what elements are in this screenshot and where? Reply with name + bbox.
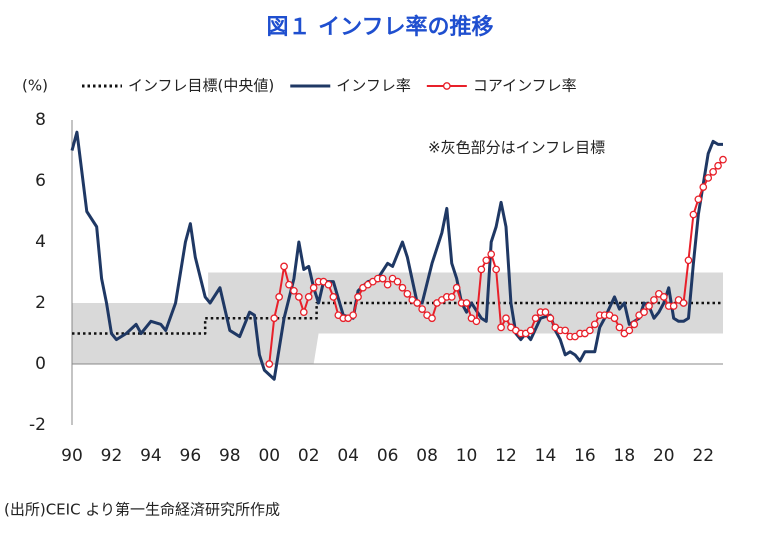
y-tick-label: -2 — [29, 415, 46, 435]
data-point — [290, 286, 298, 295]
data-point — [561, 326, 570, 335]
data-point — [492, 265, 500, 274]
source-note: (出所)CEIC より第一生命経済研究所作成 — [4, 501, 280, 519]
data-point — [403, 289, 412, 298]
data-point — [585, 326, 594, 335]
target-band — [72, 272, 723, 364]
data-point — [299, 308, 308, 316]
data-point — [590, 320, 599, 329]
chart-title: 図１ インフレ率の推移 — [267, 14, 494, 40]
data-point — [398, 283, 407, 292]
data-point — [265, 360, 274, 368]
legend-item: コアインフレ率 — [426, 77, 577, 95]
x-tick-label: 90 — [61, 446, 83, 466]
data-point — [689, 210, 698, 219]
x-tick-label: 00 — [258, 446, 280, 466]
data-point — [304, 293, 313, 301]
data-point — [669, 302, 678, 310]
data-point — [472, 317, 481, 326]
data-point — [645, 302, 653, 310]
data-point — [709, 168, 717, 176]
legend-label: コアインフレ率 — [473, 77, 577, 95]
data-point — [354, 293, 362, 301]
data-point — [393, 277, 402, 286]
x-tick-label: 14 — [535, 446, 557, 466]
data-point — [383, 280, 392, 289]
data-point — [497, 323, 505, 332]
data-point — [428, 314, 436, 323]
data-point — [659, 293, 668, 301]
data-point — [280, 262, 288, 271]
data-point — [502, 314, 510, 323]
data-point — [704, 174, 713, 182]
x-tick-label: 08 — [416, 446, 438, 466]
x-tick-label: 92 — [101, 446, 123, 466]
x-tick-label: 12 — [495, 446, 517, 466]
x-tick-label: 06 — [377, 446, 399, 466]
data-point — [699, 183, 708, 191]
data-point — [546, 314, 555, 323]
data-point — [324, 280, 333, 289]
x-tick-label: 20 — [653, 446, 675, 466]
data-point — [462, 299, 471, 307]
y-tick-label: 2 — [35, 293, 46, 313]
legend-label: インフレ目標(中央値) — [128, 77, 274, 95]
x-tick-label: 98 — [219, 446, 241, 466]
x-tick-label: 18 — [614, 446, 636, 466]
data-point — [640, 308, 648, 316]
data-point — [610, 314, 619, 323]
data-point — [531, 314, 540, 323]
legend-item: インフレ率 — [290, 77, 411, 95]
legend-label: インフレ率 — [336, 77, 411, 95]
data-point — [625, 326, 634, 335]
data-point — [630, 320, 639, 329]
x-tick-label: 96 — [180, 446, 202, 466]
data-point — [418, 305, 427, 313]
data-point — [650, 296, 658, 304]
data-point — [452, 283, 461, 292]
data-point — [447, 293, 456, 301]
y-tick-label: 0 — [35, 354, 46, 374]
data-point — [679, 299, 688, 307]
data-point — [413, 299, 422, 307]
x-tick-label: 22 — [692, 446, 714, 466]
target-midpoint-line — [72, 301, 723, 335]
data-point — [719, 155, 727, 164]
legend-marker — [442, 82, 451, 90]
data-point — [349, 311, 357, 320]
y-tick-label: 4 — [35, 232, 46, 252]
data-point — [477, 265, 486, 274]
x-tick-label: 04 — [337, 446, 359, 466]
data-point — [309, 283, 318, 292]
y-tick-label: 8 — [35, 110, 46, 130]
x-tick-label: 02 — [298, 446, 320, 466]
x-tick-label: 94 — [140, 446, 162, 466]
data-point — [714, 161, 722, 170]
legend-item: インフレ目標(中央値) — [82, 77, 274, 95]
data-point — [275, 293, 283, 301]
data-point — [541, 308, 550, 316]
data-point — [615, 323, 624, 332]
data-point — [270, 314, 279, 323]
data-point — [295, 293, 303, 301]
unit-label: (%) — [22, 77, 48, 95]
y-tick-label: 6 — [35, 171, 46, 191]
data-point — [285, 280, 293, 289]
data-point — [694, 195, 703, 204]
x-tick-label: 10 — [456, 446, 478, 466]
data-point — [487, 250, 496, 259]
data-point — [378, 274, 387, 283]
data-point — [329, 293, 338, 301]
data-point — [526, 326, 535, 335]
data-point — [482, 256, 491, 265]
x-tick-label: 16 — [574, 446, 596, 466]
data-point — [684, 256, 693, 265]
annotation: ※灰色部分はインフレ目標 — [428, 139, 605, 157]
